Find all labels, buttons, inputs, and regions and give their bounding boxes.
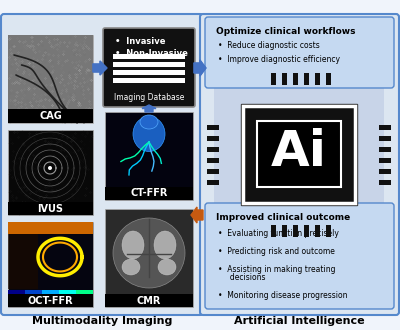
Bar (59, 290, 76, 304)
FancyBboxPatch shape (205, 203, 394, 309)
Polygon shape (191, 207, 203, 223)
Bar (315, 73, 320, 85)
Bar (8, 234, 38, 289)
Text: Imaging Database: Imaging Database (114, 92, 184, 102)
Text: Artificial Intelligence: Artificial Intelligence (234, 316, 364, 326)
Bar (271, 73, 276, 85)
Bar (76, 290, 93, 304)
Ellipse shape (122, 259, 140, 275)
Bar (8, 222, 93, 307)
Bar (105, 187, 193, 200)
Ellipse shape (113, 218, 185, 288)
Text: CAG: CAG (39, 111, 62, 121)
FancyBboxPatch shape (205, 17, 394, 88)
Bar (304, 225, 309, 237)
Text: IVUS: IVUS (38, 204, 64, 214)
Bar (271, 225, 276, 237)
FancyBboxPatch shape (103, 28, 195, 107)
Bar (8, 290, 25, 304)
Bar (207, 147, 219, 152)
Bar (243, 106, 355, 203)
Bar (293, 225, 298, 237)
Text: Optimize clinical workflows: Optimize clinical workflows (216, 27, 356, 37)
Bar (241, 104, 357, 205)
Polygon shape (194, 60, 206, 76)
Bar (105, 209, 193, 307)
Polygon shape (142, 105, 156, 112)
Bar (379, 136, 391, 141)
Bar (8, 202, 93, 215)
Bar (207, 169, 219, 174)
FancyBboxPatch shape (200, 14, 399, 315)
Text: •  Assisting in making treating: • Assisting in making treating (218, 265, 336, 274)
Bar (293, 73, 298, 85)
Bar (282, 73, 287, 85)
Text: •  Evaluating function precisely: • Evaluating function precisely (218, 228, 339, 238)
Bar (42, 290, 59, 304)
Bar (105, 112, 193, 200)
Bar (304, 73, 309, 85)
Bar (113, 70, 185, 75)
Bar (105, 294, 193, 307)
Bar (379, 125, 391, 130)
Bar (8, 130, 93, 215)
Bar (113, 54, 185, 59)
Text: Multimodality Imaging: Multimodality Imaging (32, 316, 172, 326)
Bar (8, 35, 93, 123)
FancyBboxPatch shape (1, 14, 203, 315)
Bar (207, 158, 219, 163)
Text: CMR: CMR (137, 295, 161, 306)
Ellipse shape (158, 259, 176, 275)
Bar (25, 290, 42, 304)
Bar (8, 222, 93, 234)
Ellipse shape (133, 116, 165, 151)
Bar (8, 109, 93, 123)
Bar (113, 78, 185, 83)
Bar (214, 75, 384, 230)
Polygon shape (93, 61, 107, 75)
Bar (207, 180, 219, 185)
Text: decisions: decisions (218, 274, 266, 282)
Bar (282, 225, 287, 237)
Bar (8, 35, 93, 123)
Bar (379, 147, 391, 152)
Text: •  Predicting risk and outcome: • Predicting risk and outcome (218, 247, 335, 255)
Ellipse shape (154, 231, 176, 259)
Bar (207, 125, 219, 130)
Text: Improved clinical outcome: Improved clinical outcome (216, 214, 350, 222)
Ellipse shape (48, 166, 52, 170)
Bar (257, 121, 341, 187)
Bar (326, 225, 331, 237)
Text: •  Monitoring disease progression: • Monitoring disease progression (218, 291, 348, 301)
Text: •  Invasive: • Invasive (115, 38, 166, 47)
Text: •  Improve diagnostic efficiency: • Improve diagnostic efficiency (218, 55, 340, 64)
Bar (326, 73, 331, 85)
Bar (315, 225, 320, 237)
Bar (379, 180, 391, 185)
Text: OCT-FFR: OCT-FFR (28, 295, 73, 306)
Text: CT-FFR: CT-FFR (130, 188, 168, 199)
Text: •  Reduce diagnostic costs: • Reduce diagnostic costs (218, 42, 320, 50)
Text: •  Non-Invasive: • Non-Invasive (115, 50, 188, 58)
Bar (207, 136, 219, 141)
Ellipse shape (140, 115, 158, 129)
Bar (8, 294, 93, 307)
Bar (113, 62, 185, 67)
Bar (379, 169, 391, 174)
Bar (379, 158, 391, 163)
Ellipse shape (122, 231, 144, 259)
Text: Ai: Ai (271, 128, 327, 176)
